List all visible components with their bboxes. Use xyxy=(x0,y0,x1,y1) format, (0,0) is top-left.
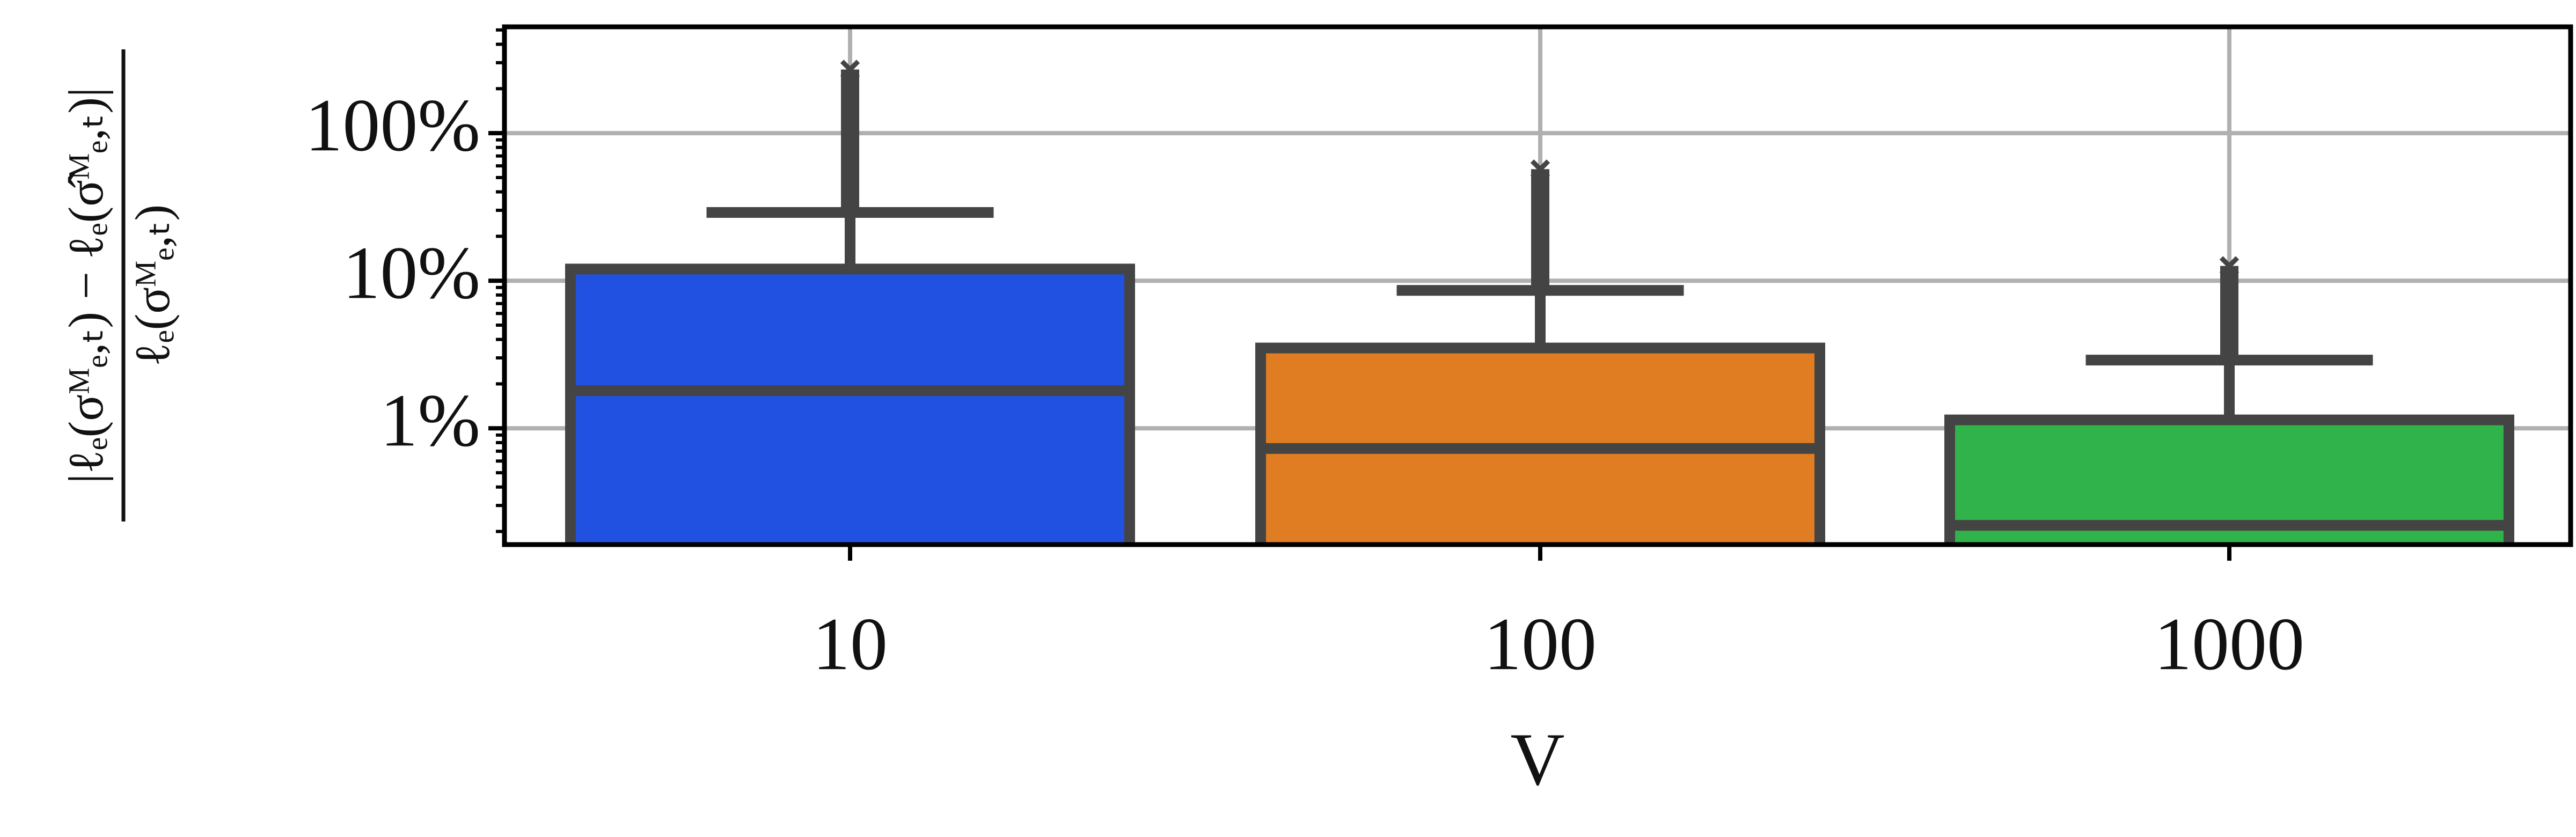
x-axis-label: V xyxy=(1510,718,1564,801)
y-tick-label: 10% xyxy=(342,231,480,314)
plot-frame xyxy=(502,24,2573,547)
y-label-denominator: ℓₑ(σᴹₑ,ₜ) xyxy=(125,204,180,366)
x-tick-label: 10 xyxy=(813,603,888,686)
axes: 1% 10% 100% 10 100 1000 xyxy=(305,24,2573,686)
box xyxy=(1255,342,1825,545)
flier-max xyxy=(2219,256,2240,276)
x-tick-label: 1000 xyxy=(2154,603,2304,686)
y-axis-label: |ℓₑ(σᴹₑ,ₜ) − ℓₑ(σ̂ᴹₑ,ₜ)| ℓₑ(σᴹₑ,ₜ) xyxy=(58,49,180,522)
y-tick-label: 1% xyxy=(380,379,480,462)
flier-max xyxy=(1530,159,1550,179)
box xyxy=(565,263,1135,545)
flier-max xyxy=(840,60,860,79)
y-label-numerator: |ℓₑ(σᴹₑ,ₜ) − ℓₑ(σ̂ᴹₑ,ₜ)| xyxy=(58,87,113,484)
y-tick-label: 100% xyxy=(305,84,480,167)
plot-area xyxy=(565,60,2514,545)
x-tick-label: 100 xyxy=(1484,603,1597,686)
